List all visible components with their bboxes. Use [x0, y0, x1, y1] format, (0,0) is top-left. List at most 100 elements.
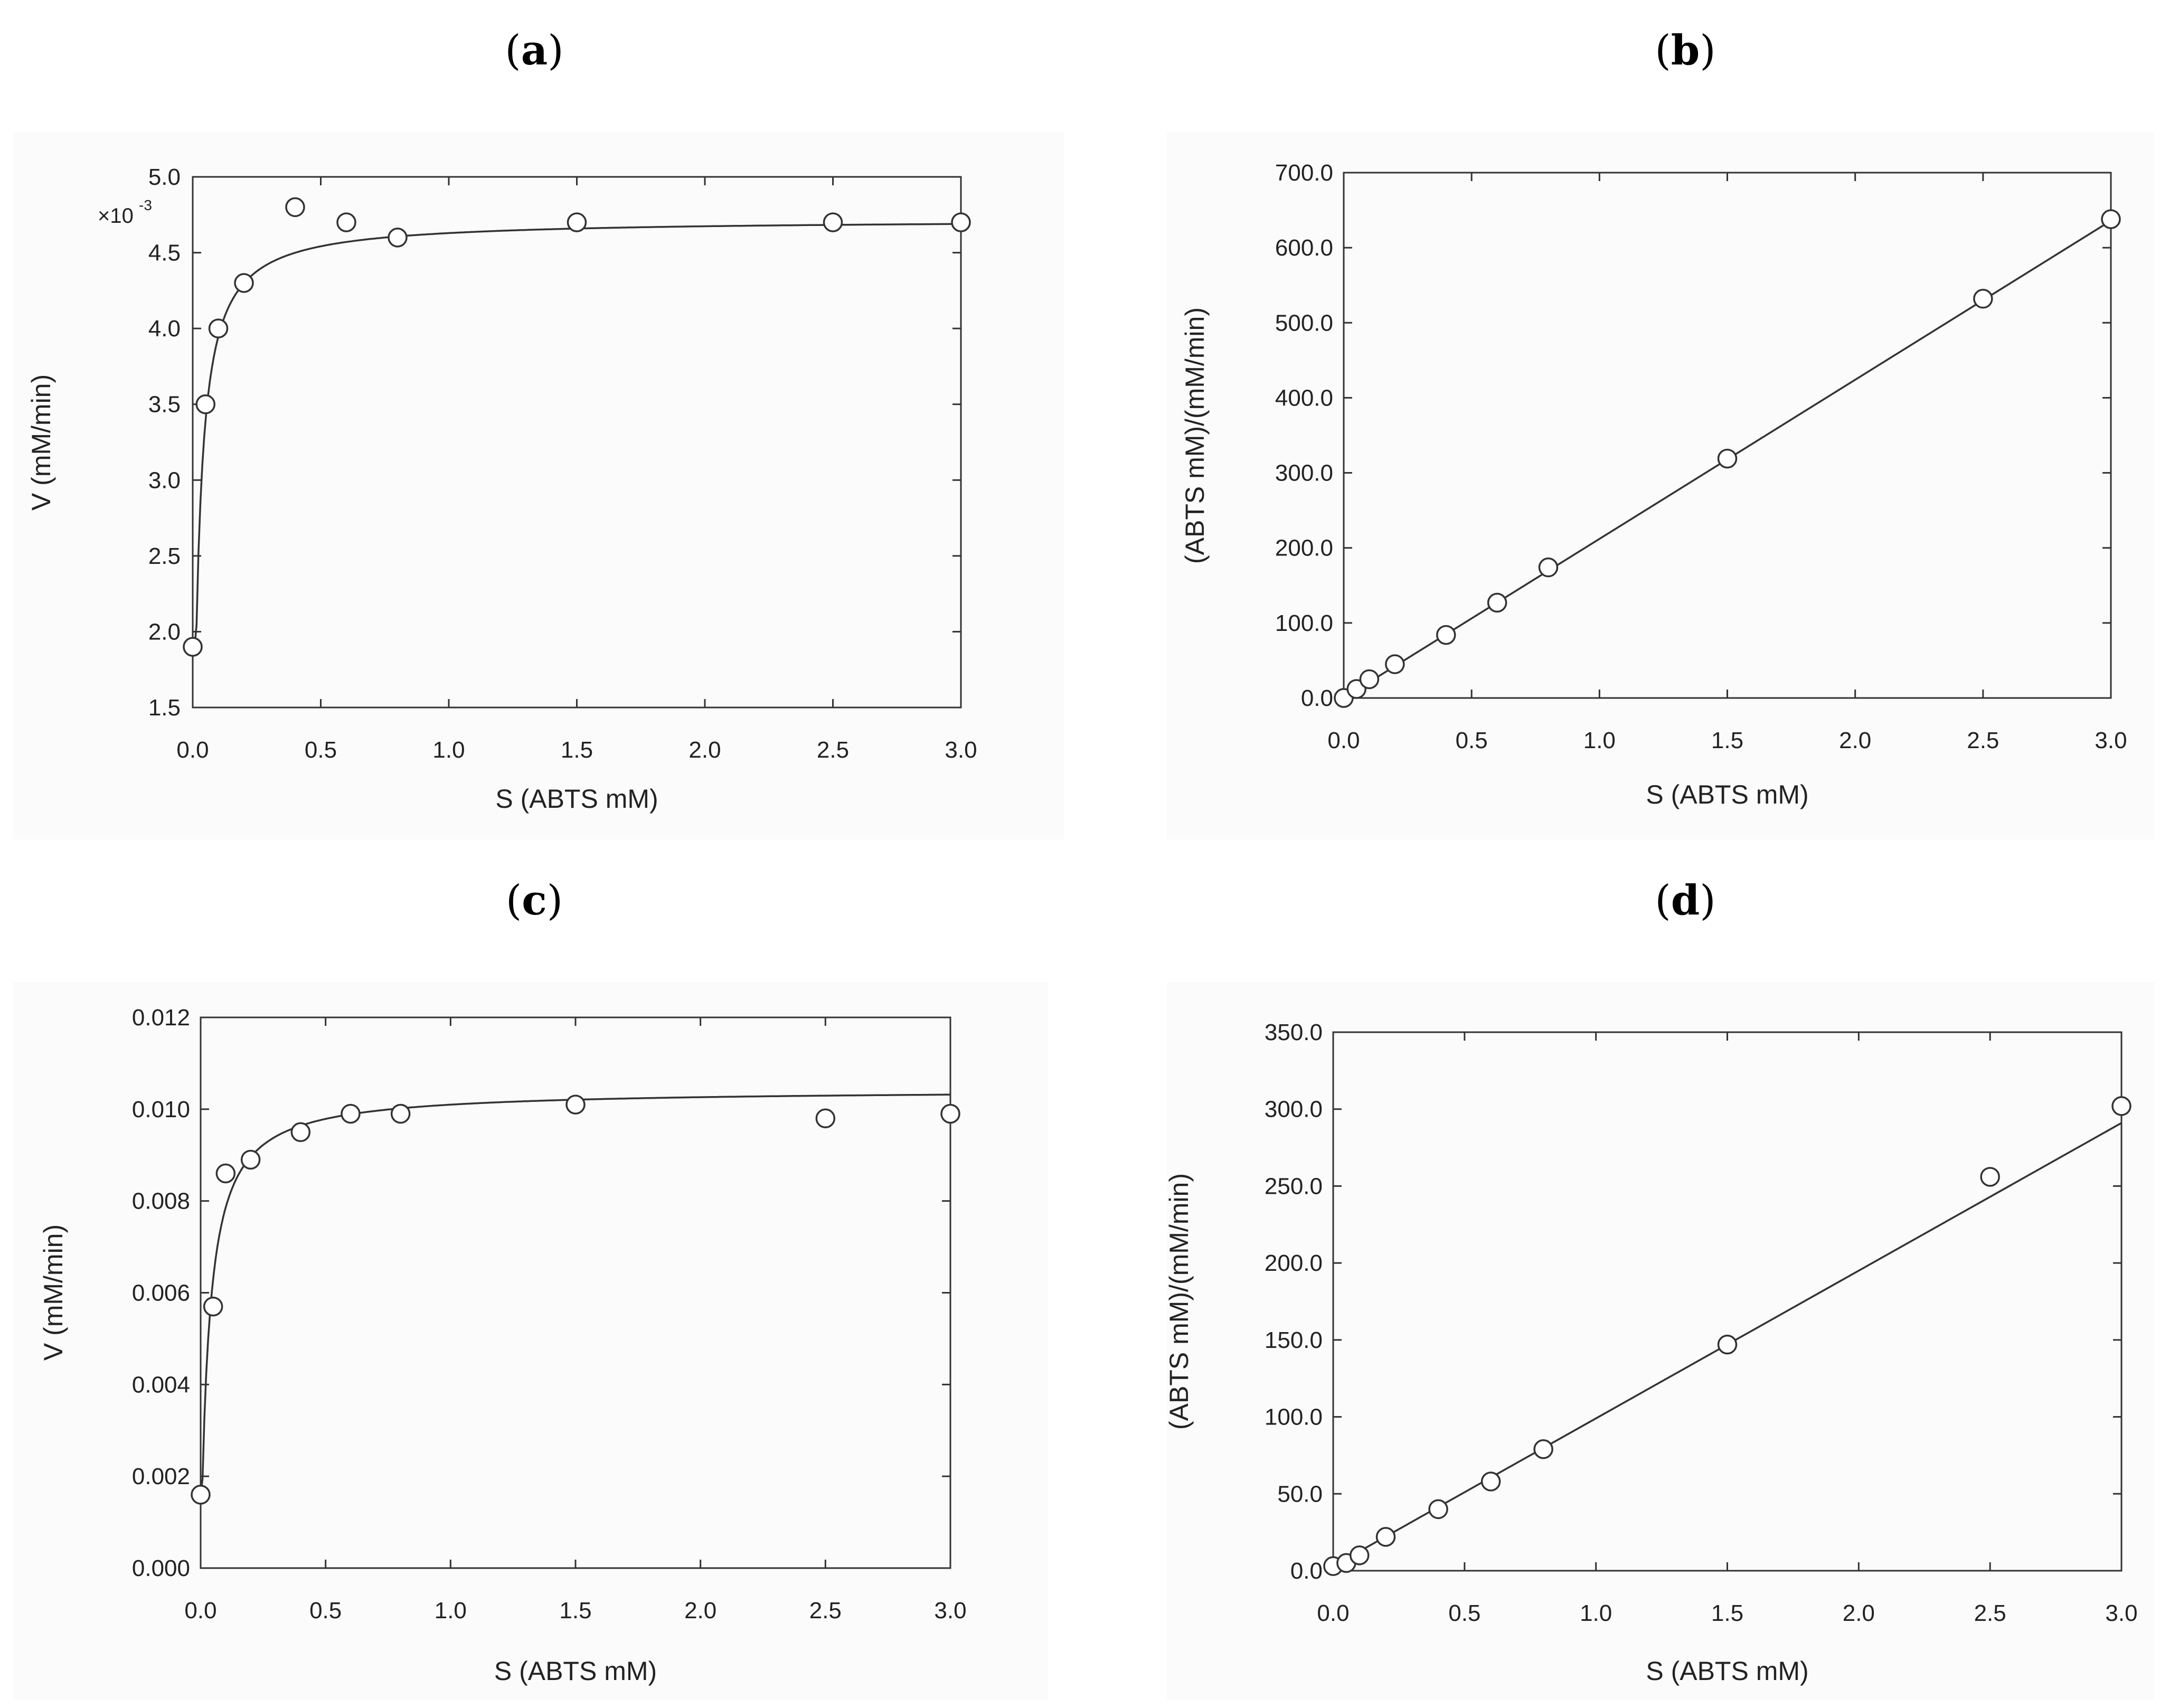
panel-label-c: (c) — [505, 876, 563, 924]
y-tick-label: 1.5 — [148, 695, 181, 721]
x-tick-label: 0.5 — [1448, 1600, 1480, 1626]
x-tick-label: 2.0 — [684, 1598, 716, 1624]
chart-d-background — [1167, 982, 2154, 1700]
y-tick-label: 4.5 — [148, 240, 181, 266]
data-point — [1359, 669, 1380, 690]
y-tick-label: 0.002 — [132, 1464, 190, 1489]
y-tick-label: 700.0 — [1275, 160, 1333, 186]
y-tick-label: 0.012 — [132, 1005, 190, 1031]
y-axis-label: (ABTS mM)/(mM/min) — [1180, 307, 1210, 564]
y-tick-label: 0.004 — [132, 1372, 190, 1398]
x-tick-label: 2.0 — [688, 737, 721, 763]
y-tick-label: 100.0 — [1275, 610, 1333, 636]
data-point — [390, 1103, 411, 1124]
y-axis-label: V (mM/min) — [39, 1224, 68, 1361]
data-point — [203, 1296, 223, 1317]
y-tick-label: 3.5 — [148, 392, 181, 418]
y-tick-label: 0.010 — [132, 1097, 190, 1122]
chart-c: 0.0 0.5 1.0 1.5 2.0 2.5 3.0 0.000 0.002 0.004 0.00… — [39, 1005, 967, 1686]
x-tick-label: 1.5 — [1711, 728, 1743, 753]
data-point — [1973, 289, 1993, 309]
data-point — [388, 228, 408, 248]
y-tick-label: 350.0 — [1265, 1020, 1323, 1045]
data-point — [823, 212, 843, 232]
y-tick-label: 300.0 — [1275, 460, 1333, 486]
data-point — [285, 197, 305, 218]
fit-curve — [193, 223, 961, 648]
x-axis-label: S (ABTS mM) — [1646, 780, 1808, 809]
y-tick-label: 500.0 — [1275, 310, 1333, 336]
chart-b: 0.0 0.5 1.0 1.5 2.0 2.5 3.0 0.0 100.0 200.0 300.0 4… — [1180, 160, 2127, 809]
x-tick-label: 3.0 — [934, 1598, 966, 1624]
x-axis-label: S (ABTS mM) — [1646, 1656, 1808, 1686]
data-point — [565, 1094, 586, 1115]
y-tick-label: 3.0 — [148, 467, 181, 493]
y-tick-label: 200.0 — [1275, 535, 1333, 561]
chart-d: 0.0 0.5 1.0 1.5 2.0 2.5 3.0 0.0 50.0 100.0 150.0 20… — [1164, 1020, 2138, 1686]
y-multiplier-exponent: -3 — [139, 197, 152, 213]
y-tick-label: 2.5 — [148, 543, 181, 569]
x-axis-label: S (ABTS mM) — [494, 1656, 657, 1686]
plot-frame — [1332, 1031, 2123, 1572]
data-point — [240, 1149, 261, 1170]
panel-label-a: (a) — [505, 26, 564, 74]
data-point — [1717, 1334, 1738, 1355]
x-tick-label: 0.5 — [1456, 728, 1488, 753]
x-tick-label: 1.0 — [1583, 728, 1616, 753]
y-tick-label: 300.0 — [1265, 1097, 1323, 1122]
y-tick-label: 0.0 — [1301, 685, 1333, 711]
y-tick-label: 250.0 — [1265, 1173, 1323, 1199]
y-multiplier: ×10 — [98, 204, 134, 228]
panel-label-d: (d) — [1655, 876, 1716, 924]
plot-frame — [1343, 172, 2112, 699]
y-axis-label: (ABTS mM)/(mM/min) — [1164, 1173, 1194, 1430]
y-tick-label: 0.008 — [132, 1188, 190, 1214]
data-point — [815, 1108, 836, 1128]
x-axis-label: S (ABTS mM) — [495, 784, 658, 814]
y-tick-label: 100.0 — [1265, 1404, 1323, 1430]
data-point — [567, 212, 587, 232]
x-tick-label: 2.5 — [1974, 1600, 2006, 1626]
y-tick-label: 600.0 — [1275, 235, 1333, 261]
data-point — [341, 1103, 361, 1124]
data-point — [940, 1103, 960, 1124]
chart-a: 0.0 0.5 1.0 1.5 2.0 2.5 3.0 1.5 2.0 2.5 3.0 3.5 4.0 4… — [26, 164, 977, 814]
x-tick-label: 2.0 — [1843, 1600, 1875, 1626]
data-point — [195, 394, 215, 414]
y-tick-label: 50.0 — [1277, 1481, 1323, 1507]
data-point — [1717, 448, 1738, 469]
y-tick-label: 5.0 — [148, 164, 181, 190]
y-tick-label: 0.0 — [1290, 1558, 1323, 1584]
data-point — [183, 637, 203, 657]
data-point — [951, 212, 971, 232]
x-tick-label: 2.5 — [809, 1598, 842, 1624]
y-tick-label: 0.000 — [132, 1555, 190, 1581]
x-tick-label: 3.0 — [2095, 728, 2127, 753]
data-point — [2111, 1096, 2131, 1116]
x-tick-label: 0.0 — [176, 737, 209, 763]
y-tick-label: 400.0 — [1275, 385, 1333, 411]
data-point — [1480, 1471, 1501, 1492]
data-point — [1375, 1527, 1396, 1547]
data-point — [208, 318, 229, 338]
y-tick-label: 0.006 — [132, 1280, 190, 1306]
data-point — [1428, 1499, 1448, 1520]
x-tick-label: 1.0 — [432, 737, 465, 763]
x-tick-label: 3.0 — [2105, 1600, 2137, 1626]
x-tick-label: 1.5 — [561, 737, 593, 763]
x-tick-label: 0.0 — [184, 1598, 216, 1624]
y-tick-label: 200.0 — [1265, 1250, 1323, 1276]
x-tick-label: 0.0 — [1327, 728, 1360, 753]
data-point — [1385, 654, 1405, 674]
data-point — [1538, 557, 1559, 578]
x-tick-label: 0.0 — [1317, 1600, 1349, 1626]
data-point — [2101, 209, 2121, 229]
data-point — [1533, 1439, 1553, 1459]
data-point — [215, 1163, 236, 1184]
chart-a-background — [13, 132, 1064, 839]
data-point — [1350, 1545, 1370, 1565]
x-tick-label: 1.0 — [435, 1598, 467, 1624]
x-tick-label: 0.5 — [305, 737, 337, 763]
x-tick-label: 1.5 — [559, 1598, 591, 1624]
